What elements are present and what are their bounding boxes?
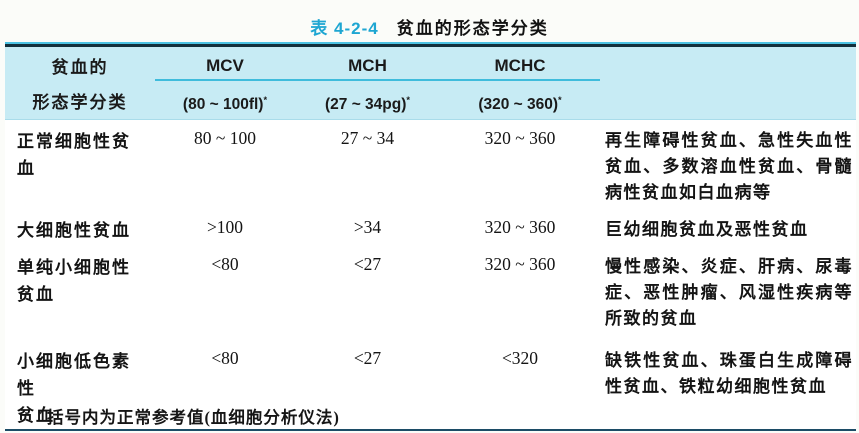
header-category-line2: 形态学分类 — [32, 93, 128, 112]
table-row: 大细胞性贫血 >100 >34 320 ~ 360 巨幼细胞贫血及恶性贫血 — [5, 209, 856, 246]
mch-range-text: (27 ~ 34pg) — [324, 96, 407, 114]
category-line1: 小细胞低色素性 — [17, 352, 131, 398]
header-divider-line — [295, 79, 440, 81]
asterisk-marker: * — [263, 95, 268, 105]
mcv-value: 80 ~ 100 — [155, 119, 295, 209]
header-divider-line — [440, 79, 600, 81]
mcv-reference-range: (80 ~ 100fl)* — [155, 81, 295, 115]
mch-value: >34 — [295, 209, 440, 246]
footnote-text: 括号内为正常参考值(血细胞分析仪法) — [46, 408, 340, 427]
mch-value: <27 — [295, 246, 440, 340]
causes-cell: 再生障碍性贫血、急性失血性贫血、多数溶血性贫血、骨髓病性贫血如白血病等 — [600, 119, 856, 209]
page-title: 贫血的形态学分类 — [396, 19, 549, 38]
mcv-value: <80 — [155, 246, 295, 340]
category-line1: 单纯小细胞性 — [17, 258, 131, 277]
header-row: 贫血的 形态学分类 MCV (80 ~ 100fl)* MCH (27 ~ 34… — [5, 47, 856, 120]
category-line2: 贫血 — [17, 285, 55, 304]
top-rule-accent — [5, 42, 856, 44]
table-number: 表 4-2-4 — [310, 19, 379, 38]
category-line1: 大细胞性贫血 — [17, 221, 131, 240]
table-row: 小细胞低色素性 贫血 <80 <27 <320 缺铁性贫血、珠蛋白生成障碍性贫血… — [5, 340, 856, 429]
header-category-line1: 贫血的 — [51, 58, 109, 77]
mchc-label: MCHC — [494, 56, 546, 75]
asterisk-marker: * — [406, 95, 411, 105]
category-cell: 单纯小细胞性 贫血 — [5, 246, 155, 340]
causes-cell: 慢性感染、炎症、肝病、尿毒症、恶性肿瘤、风湿性疾病等所致的贫血 — [600, 246, 856, 340]
footnote: * 括号内为正常参考值(血细胞分析仪法) — [38, 404, 340, 428]
mchc-value: 320 ~ 360 — [440, 119, 600, 209]
bottom-rule — [5, 429, 856, 431]
category-line2: 贫血 — [17, 406, 55, 425]
header-cell-mchc: MCHC (320 ~ 360)* — [440, 47, 600, 120]
causes-cell: 缺铁性贫血、珠蛋白生成障碍性贫血、铁粒幼细胞性贫血 — [600, 340, 856, 429]
category-cell: 大细胞性贫血 — [5, 209, 155, 246]
data-table: 贫血的 形态学分类 MCV (80 ~ 100fl)* MCH (27 ~ 34… — [5, 47, 856, 429]
footnote-asterisk: * — [38, 408, 44, 420]
causes-cell: 巨幼细胞贫血及恶性贫血 — [600, 209, 856, 246]
top-rule — [5, 44, 856, 47]
asterisk-marker: * — [558, 95, 562, 105]
table-row: 正常细胞性贫血 80 ~ 100 27 ~ 34 320 ~ 360 再生障碍性… — [5, 119, 856, 209]
category-cell: 正常细胞性贫血 — [5, 119, 155, 209]
table-row: 单纯小细胞性 贫血 <80 <27 320 ~ 360 慢性感染、炎症、肝病、尿… — [5, 246, 856, 340]
header-cell-category: 贫血的 形态学分类 — [5, 47, 155, 120]
mchc-value: 320 ~ 360 — [440, 209, 600, 246]
mchc-value: 320 ~ 360 — [440, 246, 600, 340]
anemia-classification-table: 贫血的 形态学分类 MCV (80 ~ 100fl)* MCH (27 ~ 34… — [5, 42, 856, 431]
header-cell-mcv: MCV (80 ~ 100fl)* — [155, 47, 295, 120]
category-line1: 正常细胞性贫血 — [17, 131, 131, 178]
mchc-range-text: (320 ~ 360) — [478, 96, 559, 114]
mcv-label: MCV — [206, 56, 244, 75]
mchc-value: <320 — [440, 340, 600, 429]
mch-value: 27 ~ 34 — [295, 119, 440, 209]
category-cell: 小细胞低色素性 贫血 — [5, 340, 155, 429]
table-caption: 表 4-2-4 贫血的形态学分类 — [0, 14, 859, 39]
mchc-reference-range: (320 ~ 360)* — [440, 81, 600, 115]
mch-value: <27 — [295, 340, 440, 429]
table-header: 贫血的 形态学分类 MCV (80 ~ 100fl)* MCH (27 ~ 34… — [5, 47, 856, 120]
mcv-value: <80 — [155, 340, 295, 429]
header-cell-mch: MCH (27 ~ 34pg)* — [295, 47, 440, 120]
mcv-range-text: (80 ~ 100fl) — [182, 96, 264, 114]
mch-reference-range: (27 ~ 34pg)* — [295, 81, 440, 115]
header-divider-line — [155, 79, 295, 81]
table-body: 正常细胞性贫血 80 ~ 100 27 ~ 34 320 ~ 360 再生障碍性… — [5, 119, 856, 429]
header-cell-causes — [600, 47, 856, 120]
mcv-value: >100 — [155, 209, 295, 246]
mch-label: MCH — [348, 56, 387, 75]
